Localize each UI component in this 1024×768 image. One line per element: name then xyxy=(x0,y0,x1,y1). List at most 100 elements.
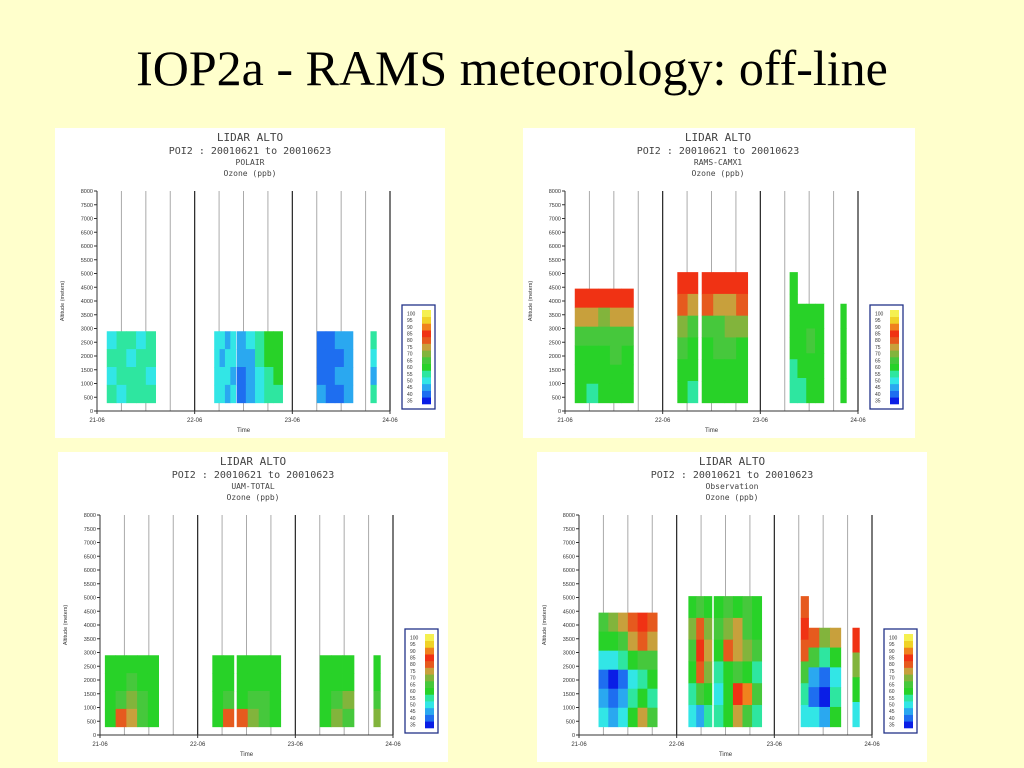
y-tick-label: 7500 xyxy=(84,527,96,533)
heatmap-cell xyxy=(704,704,713,728)
heatmap-cell xyxy=(236,331,247,350)
heatmap-cell xyxy=(627,669,638,690)
heatmap-cell xyxy=(736,315,749,338)
legend-level-label: 40 xyxy=(875,392,881,398)
heatmap-cell xyxy=(273,384,283,404)
heatmap-cell xyxy=(104,673,117,692)
heatmap-cell xyxy=(212,655,224,674)
legend-level-label: 100 xyxy=(410,635,419,641)
legend-swatch xyxy=(425,667,434,675)
heatmap-cell xyxy=(819,627,831,648)
heatmap-cell xyxy=(245,349,256,368)
heatmap-cell xyxy=(723,617,734,641)
heatmap-cell xyxy=(223,655,235,674)
heatmap-cell xyxy=(223,708,235,728)
heatmap-cell xyxy=(819,667,831,688)
heatmap-cell xyxy=(723,639,734,662)
heatmap-cell xyxy=(621,307,634,328)
legend-swatch xyxy=(422,390,431,398)
legend-swatch xyxy=(425,640,434,648)
heatmap-cell xyxy=(598,288,611,309)
heatmap-cell xyxy=(696,683,705,706)
heatmap-cell xyxy=(637,631,648,652)
legend-level-label: 40 xyxy=(889,716,895,722)
heatmap-cell xyxy=(126,367,137,386)
legend-level-label: 55 xyxy=(410,696,416,702)
y-tick-label: 7000 xyxy=(549,217,561,223)
heatmap-cell xyxy=(147,673,159,692)
legend-swatch xyxy=(890,377,899,385)
heatmap-cell xyxy=(334,331,345,350)
y-tick-label: 4500 xyxy=(563,609,575,615)
heatmap-cell xyxy=(819,687,831,708)
heatmap-cell xyxy=(701,380,714,404)
heatmap-cell xyxy=(688,683,697,706)
heatmap-cell xyxy=(236,691,249,710)
heatmap-cell xyxy=(704,639,713,662)
heatmap-cell xyxy=(677,359,688,382)
heatmap-cell xyxy=(713,315,726,338)
heatmap-cell xyxy=(214,331,220,350)
heatmap-cell xyxy=(806,303,816,329)
heatmap-cell xyxy=(736,293,749,317)
heatmap-cell xyxy=(815,353,825,379)
heatmap-cell xyxy=(627,631,638,652)
heatmap-cell xyxy=(115,673,127,692)
y-tick-label: 3500 xyxy=(563,637,575,643)
heatmap-cell xyxy=(688,617,697,641)
legend-level-label: 45 xyxy=(410,709,416,715)
x-axis-label: Time xyxy=(237,428,251,434)
y-tick-label: 6500 xyxy=(84,554,96,560)
heatmap-cell xyxy=(258,673,271,692)
chart-svg: LIDAR ALTO POI2 : 20010621 to 20010623RAM… xyxy=(528,131,904,434)
heatmap-cell xyxy=(688,639,697,662)
legend-swatch xyxy=(422,397,431,405)
heatmap-cell xyxy=(586,307,599,328)
heatmap-cell xyxy=(724,359,737,382)
heatmap-cell xyxy=(608,707,619,728)
y-tick-label: 5500 xyxy=(84,582,96,588)
heatmap-cell xyxy=(212,708,224,728)
heatmap-cell xyxy=(609,383,623,404)
y-tick-label: 8000 xyxy=(84,513,96,519)
chart-title: LIDAR ALTO xyxy=(220,455,286,468)
chart-observation: LIDAR ALTO POI2 : 20010621 to 20010623 Obs… xyxy=(537,452,927,762)
y-axis-label: Altitude (meters) xyxy=(63,605,69,646)
heatmap-cell xyxy=(618,707,629,728)
y-tick-label: 2000 xyxy=(549,354,561,360)
legend-level-label: 75 xyxy=(407,345,413,351)
y-tick-label: 1500 xyxy=(563,692,575,698)
heatmap-cell xyxy=(273,331,283,350)
heatmap-cell xyxy=(319,673,332,692)
heatmap-cell xyxy=(752,683,763,706)
y-tick-label: 8000 xyxy=(81,189,93,195)
legend-swatch xyxy=(425,687,434,695)
heatmap-cell xyxy=(255,367,265,386)
heatmap-cell xyxy=(608,631,619,652)
legend-swatch xyxy=(890,316,899,324)
heatmap-cell xyxy=(370,367,377,386)
y-tick-label: 500 xyxy=(84,395,93,401)
y-tick-label: 4000 xyxy=(563,623,575,629)
legend-level-label: 70 xyxy=(875,352,881,358)
chart-model-label: RAMS-CAMX1 xyxy=(694,158,742,167)
heatmap-cell xyxy=(264,384,274,404)
heatmap-cell xyxy=(106,331,117,350)
heatmap-cell xyxy=(637,612,648,633)
heatmap-cell xyxy=(647,707,658,728)
heatmap-cell xyxy=(598,631,609,652)
heatmap-cell xyxy=(713,293,726,317)
heatmap-cell xyxy=(145,384,156,404)
heatmap-cell xyxy=(723,704,734,728)
legend-level-label: 70 xyxy=(410,676,416,682)
heatmap-cell xyxy=(334,367,345,386)
legend-level-label: 80 xyxy=(889,662,895,668)
heatmap-cell xyxy=(269,655,282,674)
chart-title: LIDAR ALTO xyxy=(217,131,283,144)
heatmap-cell xyxy=(724,293,737,317)
legend-level-label: 95 xyxy=(407,318,413,324)
legend-level-label: 55 xyxy=(407,372,413,378)
chart-rams-camx1: LIDAR ALTO POI2 : 20010621 to 20010623 RAM… xyxy=(523,128,915,438)
heatmap-cell xyxy=(819,706,831,728)
heatmap-cell xyxy=(224,384,231,404)
